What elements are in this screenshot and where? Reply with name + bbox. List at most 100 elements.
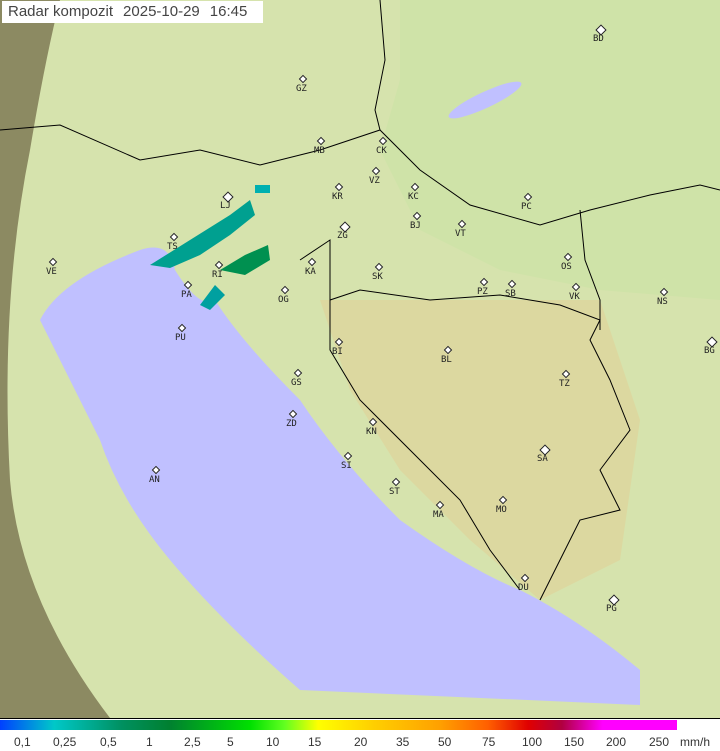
city-bg: BG xyxy=(704,336,718,356)
city-gz: GZ xyxy=(296,74,308,94)
title-time: 16:45 xyxy=(209,3,248,20)
city-ri: RI xyxy=(212,260,224,280)
city-name: BL xyxy=(441,355,452,365)
legend-tick: 5 xyxy=(227,735,234,749)
city-name: CK xyxy=(376,146,387,156)
city-ma: MA xyxy=(433,500,445,520)
adriatic-sea xyxy=(40,247,640,705)
city-name: LJ xyxy=(220,201,231,211)
legend-labels: 0,1 0,25 0,5 1 2,5 5 10 15 20 35 50 75 100 150 200 250 m… xyxy=(0,735,720,751)
city-name: PU xyxy=(175,333,186,343)
city-name: OS xyxy=(561,262,572,272)
city-ka: KA xyxy=(305,257,317,277)
lake-balaton xyxy=(448,81,522,119)
city-name: PG xyxy=(606,604,617,614)
city-name: TZ xyxy=(559,379,570,389)
border-north xyxy=(0,124,720,226)
city-name: SB xyxy=(505,289,516,299)
legend-tick: 50 xyxy=(438,735,452,749)
city-name: ZG xyxy=(337,231,348,241)
rain-cell xyxy=(200,285,225,310)
city-name: VT xyxy=(455,229,466,239)
border-south xyxy=(299,239,631,601)
city-pg: PG xyxy=(606,594,620,614)
legend-tick: 2,5 xyxy=(184,735,201,749)
legend-tick: 75 xyxy=(482,735,496,749)
city-name: KA xyxy=(305,267,316,277)
city-name: KN xyxy=(366,427,377,437)
city-name: KR xyxy=(332,192,343,202)
legend-tick: 150 xyxy=(564,735,585,749)
legend-tick: 10 xyxy=(266,735,280,749)
city-du: DU xyxy=(518,573,530,593)
city-name: GS xyxy=(291,378,302,388)
city-kc: KC xyxy=(408,182,420,202)
city-name: MO xyxy=(496,505,507,515)
legend-color-scale xyxy=(0,720,677,730)
city-st: ST xyxy=(389,477,401,497)
city-bl: BL xyxy=(441,345,453,365)
legend-unit: mm/h xyxy=(680,735,710,749)
city-pu: PU xyxy=(175,323,187,343)
border-hr-ba xyxy=(329,300,521,591)
city-tz: TZ xyxy=(559,369,571,389)
city-pz: PZ xyxy=(477,277,489,297)
city-pc: PC xyxy=(521,192,533,212)
city-ts: TS xyxy=(167,232,179,252)
city-sa: SA xyxy=(537,444,551,464)
city-name: AN xyxy=(149,475,160,485)
city-name: OG xyxy=(278,295,289,305)
rain-cell xyxy=(220,245,270,275)
radar-map[interactable] xyxy=(0,0,720,719)
city-name: BJ xyxy=(410,221,421,231)
city-name: VK xyxy=(569,292,580,302)
city-gs: GS xyxy=(291,368,303,388)
title-date: 2025-10-29 xyxy=(123,3,200,20)
legend-tick: 1 xyxy=(146,735,153,749)
city-si: SI xyxy=(341,451,353,471)
city-name: SK xyxy=(372,272,383,282)
city-name: PZ xyxy=(477,287,488,297)
map-canvas xyxy=(0,0,720,718)
legend-tick: 0,5 xyxy=(100,735,117,749)
city-name: PA xyxy=(181,290,192,300)
city-name: BI xyxy=(332,347,343,357)
city-kr: KR xyxy=(332,182,344,202)
city-name: BG xyxy=(704,346,715,356)
city-name: GZ xyxy=(296,84,307,94)
city-vz: VZ xyxy=(369,166,381,186)
city-ve: VE xyxy=(46,257,58,277)
city-zg: ZG xyxy=(337,221,351,241)
legend-tick: 200 xyxy=(606,735,627,749)
city-name: VZ xyxy=(369,176,380,186)
city-name: BD xyxy=(593,34,604,44)
dinaric-highlands xyxy=(320,300,640,600)
city-name: KC xyxy=(408,192,419,202)
city-kn: KN xyxy=(366,417,378,437)
city-sb: SB xyxy=(505,279,517,299)
city-name: MB xyxy=(314,146,325,156)
city-bj: BJ xyxy=(410,211,422,231)
city-name: DU xyxy=(518,583,529,593)
legend-tick: 20 xyxy=(354,735,368,749)
city-name: PC xyxy=(521,202,532,212)
map-title: Radar kompozit 2025-10-29 16:45 xyxy=(2,1,264,23)
city-sk: SK xyxy=(372,262,384,282)
city-name: ST xyxy=(389,487,400,497)
legend-tick: 0,25 xyxy=(53,735,77,749)
city-an: AN xyxy=(149,465,161,485)
title-label: Radar kompozit xyxy=(8,3,114,20)
border-at-hu xyxy=(374,0,386,131)
border-hr-rs xyxy=(579,209,601,330)
city-name: VE xyxy=(46,267,57,277)
city-ns: NS xyxy=(657,287,669,307)
city-pa: PA xyxy=(181,280,193,300)
city-bd: BD xyxy=(593,24,607,44)
city-lj: LJ xyxy=(220,191,234,211)
city-name: TS xyxy=(167,242,178,252)
city-mo: MO xyxy=(496,495,508,515)
legend-tick: 15 xyxy=(308,735,322,749)
city-name: SA xyxy=(537,454,548,464)
legend-tick: 0,1 xyxy=(14,735,31,749)
city-name: NS xyxy=(657,297,668,307)
